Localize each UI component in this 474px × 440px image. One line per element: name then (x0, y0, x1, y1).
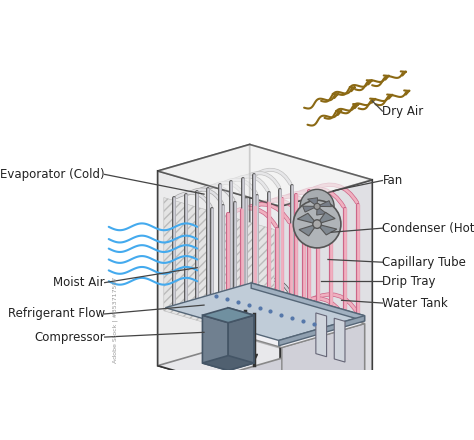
Polygon shape (282, 324, 365, 397)
Text: Water Tank: Water Tank (383, 297, 448, 310)
Text: Capillary Tube: Capillary Tube (383, 256, 466, 269)
Text: Refrigerant Flow: Refrigerant Flow (8, 308, 105, 320)
Polygon shape (228, 308, 254, 363)
Polygon shape (297, 213, 317, 224)
Polygon shape (219, 213, 274, 343)
Polygon shape (299, 224, 317, 236)
Polygon shape (297, 304, 365, 373)
Polygon shape (302, 206, 317, 212)
Polygon shape (279, 315, 365, 346)
Polygon shape (214, 354, 365, 397)
Polygon shape (158, 144, 250, 366)
Polygon shape (317, 206, 327, 215)
Polygon shape (164, 198, 213, 325)
Circle shape (293, 200, 341, 248)
Circle shape (300, 189, 334, 224)
Polygon shape (334, 318, 345, 362)
Polygon shape (158, 339, 372, 401)
Polygon shape (202, 356, 254, 370)
Circle shape (313, 220, 321, 228)
Polygon shape (251, 283, 365, 321)
Polygon shape (250, 144, 372, 374)
Polygon shape (214, 304, 365, 348)
Circle shape (314, 203, 320, 209)
Polygon shape (202, 308, 254, 323)
Text: Evaporator (Cold): Evaporator (Cold) (0, 168, 105, 181)
Text: Condenser (Hot): Condenser (Hot) (383, 222, 474, 235)
Polygon shape (280, 180, 372, 401)
Polygon shape (158, 144, 372, 206)
Text: Fan: Fan (383, 174, 402, 187)
Polygon shape (308, 198, 318, 206)
Polygon shape (316, 313, 327, 357)
Polygon shape (228, 315, 254, 370)
Polygon shape (202, 315, 228, 370)
Text: Adobe Stock | #353717507: Adobe Stock | #353717507 (113, 277, 118, 363)
Polygon shape (158, 171, 280, 401)
Polygon shape (317, 212, 335, 224)
Polygon shape (165, 283, 365, 341)
Text: Dry Air: Dry Air (383, 105, 424, 117)
Polygon shape (317, 201, 331, 207)
Polygon shape (317, 224, 337, 235)
Text: Drip Tray: Drip Tray (383, 275, 436, 288)
Text: Moist Air: Moist Air (53, 276, 105, 289)
Text: Compressor: Compressor (34, 330, 105, 344)
